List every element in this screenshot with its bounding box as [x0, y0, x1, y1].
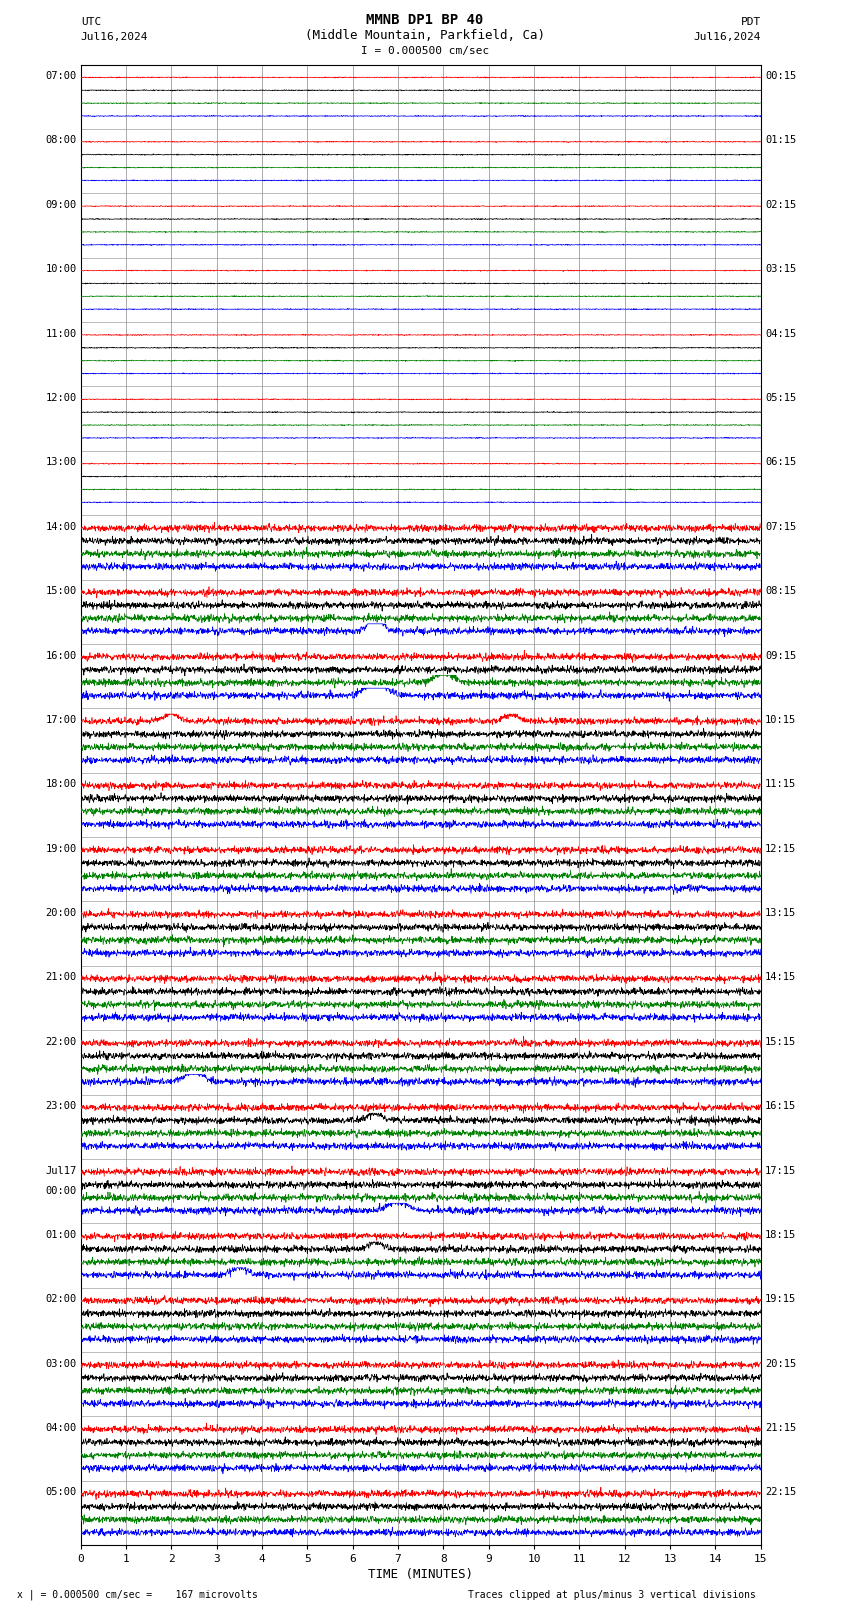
Text: 02:00: 02:00	[45, 1294, 76, 1305]
Text: 04:00: 04:00	[45, 1423, 76, 1432]
Text: 16:15: 16:15	[765, 1102, 796, 1111]
Text: 06:15: 06:15	[765, 458, 796, 468]
Text: x | = 0.000500 cm/sec =    167 microvolts: x | = 0.000500 cm/sec = 167 microvolts	[17, 1589, 258, 1600]
Text: I = 0.000500 cm/sec: I = 0.000500 cm/sec	[361, 47, 489, 56]
Text: 04:15: 04:15	[765, 329, 796, 339]
Text: 08:15: 08:15	[765, 586, 796, 597]
Text: 00:00: 00:00	[45, 1186, 76, 1197]
Text: 07:00: 07:00	[45, 71, 76, 81]
Text: 09:15: 09:15	[765, 650, 796, 661]
Text: 15:15: 15:15	[765, 1037, 796, 1047]
Text: 22:15: 22:15	[765, 1487, 796, 1497]
X-axis label: TIME (MINUTES): TIME (MINUTES)	[368, 1568, 473, 1581]
Text: 11:00: 11:00	[45, 329, 76, 339]
Text: 18:00: 18:00	[45, 779, 76, 789]
Text: PDT: PDT	[740, 18, 761, 27]
Text: 16:00: 16:00	[45, 650, 76, 661]
Text: Jul16,2024: Jul16,2024	[694, 32, 761, 42]
Text: 20:00: 20:00	[45, 908, 76, 918]
Text: 12:15: 12:15	[765, 844, 796, 853]
Text: Jul16,2024: Jul16,2024	[81, 32, 148, 42]
Text: 20:15: 20:15	[765, 1358, 796, 1369]
Text: 07:15: 07:15	[765, 521, 796, 532]
Text: 15:00: 15:00	[45, 586, 76, 597]
Text: 21:15: 21:15	[765, 1423, 796, 1432]
Text: 10:00: 10:00	[45, 265, 76, 274]
Text: 08:00: 08:00	[45, 135, 76, 145]
Text: 01:00: 01:00	[45, 1231, 76, 1240]
Text: (Middle Mountain, Parkfield, Ca): (Middle Mountain, Parkfield, Ca)	[305, 29, 545, 42]
Text: 13:00: 13:00	[45, 458, 76, 468]
Text: 02:15: 02:15	[765, 200, 796, 210]
Text: MMNB DP1 BP 40: MMNB DP1 BP 40	[366, 13, 484, 27]
Text: 17:00: 17:00	[45, 715, 76, 724]
Text: 17:15: 17:15	[765, 1166, 796, 1176]
Text: UTC: UTC	[81, 18, 101, 27]
Text: 19:00: 19:00	[45, 844, 76, 853]
Text: 14:00: 14:00	[45, 521, 76, 532]
Text: 14:15: 14:15	[765, 973, 796, 982]
Text: 18:15: 18:15	[765, 1231, 796, 1240]
Text: 05:00: 05:00	[45, 1487, 76, 1497]
Text: 01:15: 01:15	[765, 135, 796, 145]
Text: 00:15: 00:15	[765, 71, 796, 81]
Text: 03:00: 03:00	[45, 1358, 76, 1369]
Text: Jul17: Jul17	[45, 1166, 76, 1176]
Text: Traces clipped at plus/minus 3 vertical divisions: Traces clipped at plus/minus 3 vertical …	[468, 1590, 756, 1600]
Text: 13:15: 13:15	[765, 908, 796, 918]
Text: 03:15: 03:15	[765, 265, 796, 274]
Text: 23:00: 23:00	[45, 1102, 76, 1111]
Text: 11:15: 11:15	[765, 779, 796, 789]
Text: 22:00: 22:00	[45, 1037, 76, 1047]
Text: 19:15: 19:15	[765, 1294, 796, 1305]
Text: 21:00: 21:00	[45, 973, 76, 982]
Text: 09:00: 09:00	[45, 200, 76, 210]
Text: 10:15: 10:15	[765, 715, 796, 724]
Text: 05:15: 05:15	[765, 394, 796, 403]
Text: 12:00: 12:00	[45, 394, 76, 403]
